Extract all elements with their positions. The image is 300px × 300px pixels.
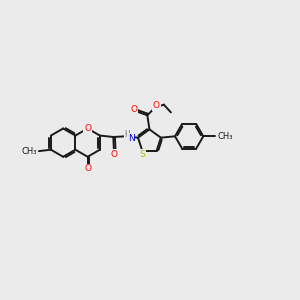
Text: H: H [124, 130, 130, 139]
Text: O: O [110, 150, 118, 159]
Text: O: O [130, 105, 137, 114]
Text: CH₃: CH₃ [21, 147, 37, 156]
Text: N: N [128, 134, 134, 143]
Text: O: O [153, 101, 160, 110]
Text: CH₃: CH₃ [218, 132, 233, 141]
Text: O: O [84, 164, 91, 173]
Text: S: S [140, 150, 145, 159]
Text: O: O [84, 124, 91, 133]
